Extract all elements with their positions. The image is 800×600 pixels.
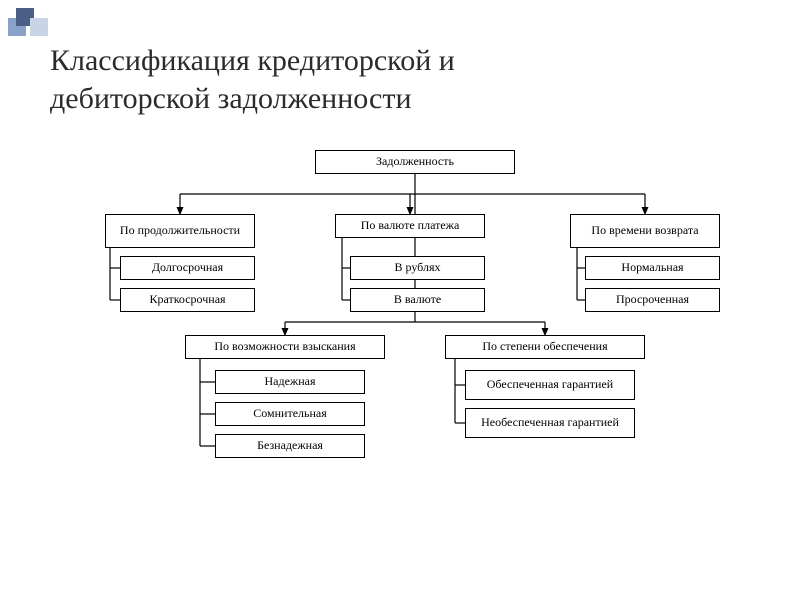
diagram-box-cat4: По возможности взыскания xyxy=(185,335,385,359)
diagram-box-cat4a: Надежная xyxy=(215,370,365,394)
diagram-box-cat3a: Нормальная xyxy=(585,256,720,280)
classification-diagram: Задолженность По продолжительности Долгоср… xyxy=(50,150,750,550)
connector-lines xyxy=(50,150,750,550)
diagram-box-cat2: По валюте платежа xyxy=(335,214,485,238)
diagram-box-cat2b: В валюте xyxy=(350,288,485,312)
deco-square xyxy=(30,18,48,36)
diagram-box-cat3b: Просроченная xyxy=(585,288,720,312)
diagram-box-cat3: По времени возврата xyxy=(570,214,720,248)
diagram-box-root: Задолженность xyxy=(315,150,515,174)
diagram-box-cat1: По продолжительности xyxy=(105,214,255,248)
diagram-box-cat5: По степени обеспечения xyxy=(445,335,645,359)
diagram-box-cat1a: Долгосрочная xyxy=(120,256,255,280)
diagram-box-cat4c: Безнадежная xyxy=(215,434,365,458)
slide-title: Классификация кредиторской и дебиторской… xyxy=(50,42,455,117)
diagram-box-cat5b: Необеспеченная гарантией xyxy=(465,408,635,438)
title-line-2: дебиторской задолженности xyxy=(50,82,412,115)
diagram-box-cat5a: Обеспеченная гарантией xyxy=(465,370,635,400)
title-line-1: Классификация кредиторской и xyxy=(50,44,455,77)
diagram-box-cat4b: Сомнительная xyxy=(215,402,365,426)
diagram-box-cat1b: Краткосрочная xyxy=(120,288,255,312)
diagram-box-cat2a: В рублях xyxy=(350,256,485,280)
